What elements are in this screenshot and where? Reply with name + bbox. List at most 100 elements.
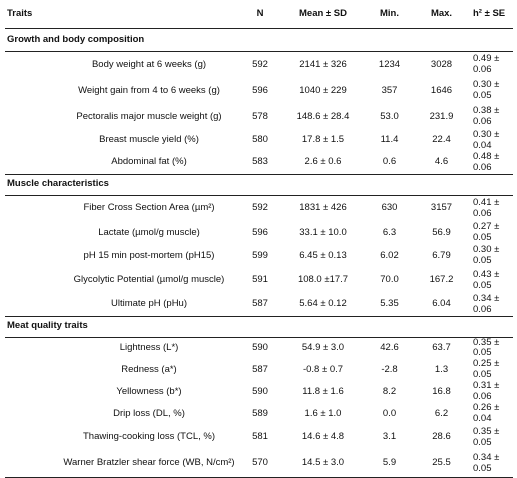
min-value: 1234 [378, 58, 401, 70]
trait-name: Warner Bratzler shear force (WB, N/cm²) [5, 450, 237, 478]
mean-sd-value: 1.6 ± 1.0 [304, 407, 342, 419]
min-value: 0.0 [382, 407, 397, 419]
table-row: Breast muscle yield (%) 580 17.8 ± 1.5 1… [5, 129, 513, 152]
n-value: 590 [252, 385, 268, 397]
min-value: -2.8 [381, 363, 398, 375]
h2-value: 0.34 ± 0.05 [467, 450, 513, 478]
mean-sd-value: 1040 ± 229 [299, 84, 347, 96]
min-value: 53.0 [380, 110, 399, 122]
table-row: Abdominal fat (%) 583 2.6 ± 0.6 0.6 4.6 … [5, 150, 513, 174]
n-value: 587 [252, 298, 268, 310]
max-value: 63.7 [432, 341, 451, 353]
h2-value: 0.35 ± 0.05 [473, 336, 500, 359]
max-value: 28.6 [432, 431, 451, 443]
min-value: 5.9 [363, 450, 416, 478]
trait-name: Abdominal fat (%) [111, 156, 187, 168]
h2-value: 0.35 ± 0.05 [473, 425, 500, 448]
n-value: 591 [252, 274, 268, 286]
min-value: 5.35 [380, 298, 399, 310]
min-value: 42.6 [380, 341, 399, 353]
n-value: 587 [252, 363, 268, 375]
table-row: Redness (a*) 587 -0.8 ± 0.7 -2.8 1.3 0.2… [5, 358, 513, 381]
mean-sd-value: 11.8 ± 1.6 [302, 385, 344, 397]
table-row: Yellowness (b*) 590 11.8 ± 1.6 8.2 16.8 … [5, 380, 513, 403]
max-value: 6.04 [432, 298, 451, 310]
header-n: N [237, 0, 283, 29]
trait-name: Thawing-cooking loss (TCL, %) [83, 431, 215, 443]
trait-name: Glycolytic Potential (µmol/g muscle) [73, 274, 225, 286]
table-row: pH 15 min post-mortem (pH15) 599 6.45 ± … [5, 244, 513, 268]
h2-value: 0.30 ± 0.05 [473, 79, 500, 101]
section-header-meat-quality: Meat quality traits [5, 315, 513, 338]
max-value: 167.2 [429, 274, 454, 286]
section-title: Growth and body composition [5, 28, 513, 52]
max-value: 6.79 [432, 249, 451, 261]
header-traits: Traits [5, 0, 237, 29]
section-header-muscle: Muscle characteristics [5, 173, 513, 196]
trait-name: Lactate (µmol/g muscle) [98, 226, 200, 238]
mean-sd-value: 108.0 ±17.7 [297, 274, 349, 286]
min-value: 357 [381, 84, 398, 96]
min-value: 0.6 [382, 156, 397, 168]
n-value: 570 [237, 450, 283, 478]
mean-sd-value: 14.6 ± 4.8 [301, 431, 345, 443]
n-value: 592 [252, 58, 268, 70]
trait-name: Fiber Cross Section Area (µm²) [83, 202, 215, 214]
table-row: Drip loss (DL, %) 589 1.6 ± 1.0 0.0 6.2 … [5, 402, 513, 425]
traits-table-container: Traits N Mean ± SD Min. Max. h² ± SE Gro… [5, 0, 513, 478]
min-value: 630 [381, 202, 398, 214]
table-row: Lactate (µmol/g muscle) 596 33.1 ± 10.0 … [5, 221, 513, 245]
header-max: Max. [416, 0, 467, 29]
mean-sd-value: 33.1 ± 10.0 [299, 226, 347, 238]
trait-name: Weight gain from 4 to 6 weeks (g) [78, 84, 220, 96]
h2-value: 0.48 ± 0.06 [473, 150, 500, 173]
trait-name: Breast muscle yield (%) [99, 134, 199, 146]
min-value: 70.0 [380, 274, 399, 286]
table-row: Weight gain from 4 to 6 weeks (g) 596 10… [5, 78, 513, 104]
h2-value: 0.31 ± 0.06 [473, 380, 500, 403]
h2-value: 0.34 ± 0.06 [473, 292, 500, 315]
max-value: 1.3 [434, 363, 449, 375]
max-value: 231.9 [429, 110, 454, 122]
table-row: Fiber Cross Section Area (µm²) 592 1831 … [5, 195, 513, 222]
header-row: Traits N Mean ± SD Min. Max. h² ± SE [5, 0, 513, 29]
max-value: 22.4 [432, 134, 451, 146]
h2-value: 0.30 ± 0.04 [473, 129, 500, 151]
min-value: 8.2 [382, 385, 397, 397]
table-row: Glycolytic Potential (µmol/g muscle) 591… [5, 268, 513, 294]
section-header-growth: Growth and body composition [5, 28, 513, 52]
max-value: 1646 [430, 84, 453, 96]
max-value: 3028 [430, 58, 453, 70]
h2-value: 0.43 ± 0.05 [473, 268, 500, 291]
n-value: 583 [252, 156, 268, 168]
table-row: Lightness (L*) 590 54.9 ± 3.0 42.6 63.7 … [5, 337, 513, 359]
mean-sd-value: 1831 ± 426 [299, 202, 347, 214]
mean-sd-value: 14.5 ± 3.0 [283, 450, 363, 478]
mean-sd-value: 2141 ± 326 [299, 58, 347, 70]
h2-value: 0.38 ± 0.06 [473, 105, 500, 127]
max-value: 4.6 [434, 156, 449, 168]
trait-name: Drip loss (DL, %) [113, 407, 185, 419]
max-value: 56.9 [432, 226, 451, 238]
max-value: 25.5 [416, 450, 467, 478]
mean-sd-value: 148.6 ± 28.4 [296, 110, 350, 122]
table-row: Warner Bratzler shear force (WB, N/cm²) … [5, 450, 513, 478]
h2-value: 0.27 ± 0.05 [473, 221, 500, 244]
trait-name: Body weight at 6 weeks (g) [91, 58, 207, 70]
table-row: Body weight at 6 weeks (g) 592 2141 ± 32… [5, 52, 513, 79]
min-value: 3.1 [382, 431, 397, 443]
h2-value: 0.49 ± 0.06 [473, 53, 500, 75]
h2-value: 0.25 ± 0.05 [473, 358, 500, 381]
n-value: 581 [252, 431, 268, 443]
h2-value: 0.30 ± 0.05 [473, 244, 500, 267]
table-row: Pectoralis major muscle weight (g) 578 1… [5, 104, 513, 130]
mean-sd-value: 5.64 ± 0.12 [299, 298, 347, 310]
n-value: 592 [252, 202, 268, 214]
n-value: 580 [252, 134, 268, 146]
mean-sd-value: -0.8 ± 0.7 [302, 363, 344, 375]
trait-name: Pectoralis major muscle weight (g) [76, 110, 222, 122]
max-value: 16.8 [432, 385, 451, 397]
header-heritability: h² ± SE [467, 0, 513, 29]
n-value: 599 [252, 249, 268, 261]
min-value: 6.3 [382, 226, 397, 238]
